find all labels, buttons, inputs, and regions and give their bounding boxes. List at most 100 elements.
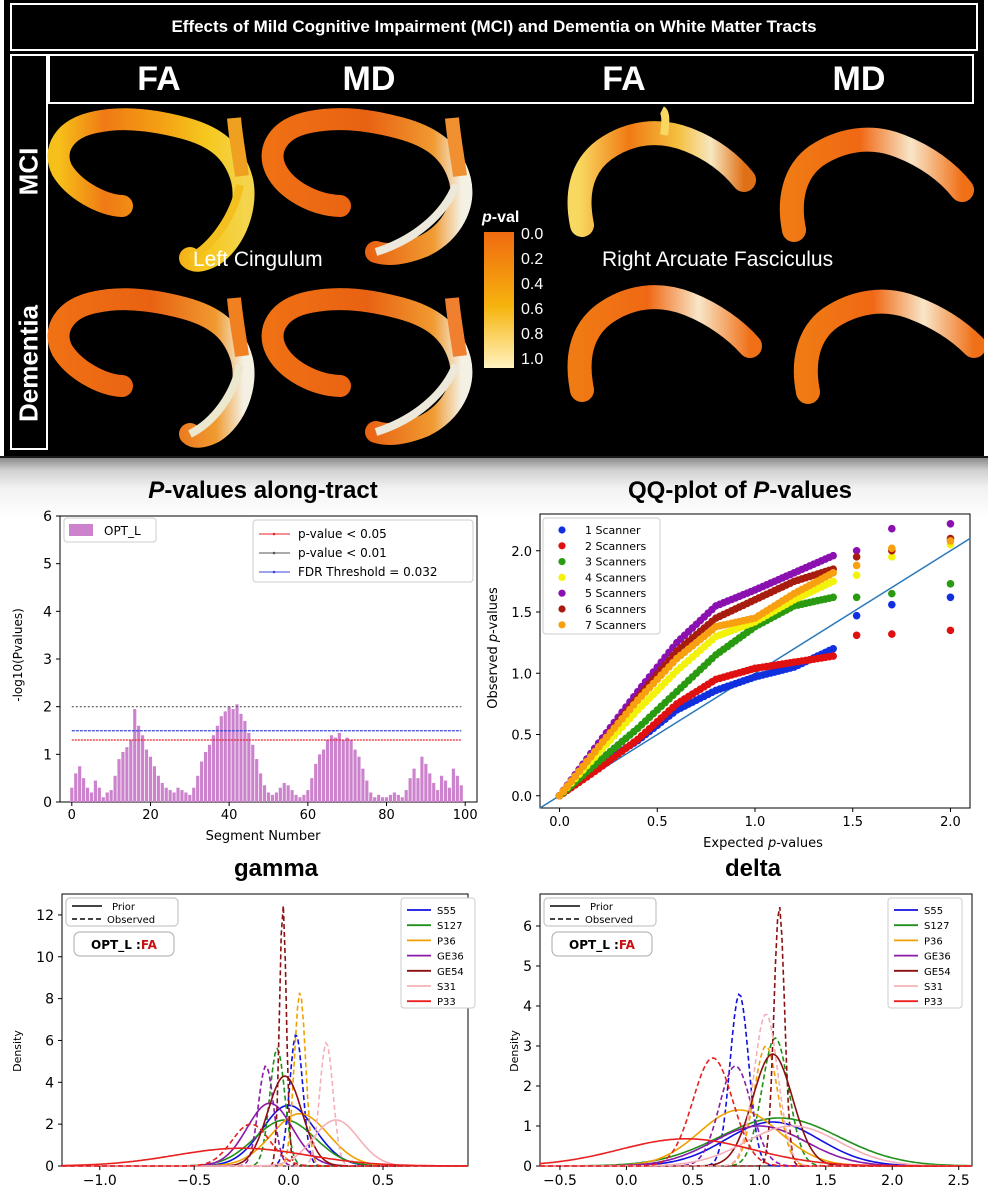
bar — [144, 749, 149, 802]
y-tick-label: 4 — [43, 604, 52, 620]
bar — [333, 737, 337, 802]
qq-outlier-point — [852, 593, 861, 602]
qq-legend-marker — [558, 526, 566, 534]
x-tick-label: 1.5 — [815, 1173, 837, 1189]
qq-legend-marker — [558, 605, 566, 613]
badge-suffix: FA — [619, 938, 636, 952]
bar — [255, 759, 259, 802]
bar — [164, 787, 168, 802]
bar — [286, 785, 290, 802]
qq-point — [829, 569, 837, 577]
y-tick-label: 0 — [45, 1159, 54, 1175]
y-tick-label: 12 — [36, 908, 54, 924]
bar — [160, 782, 164, 802]
tract-label-cingulum: Left Cingulum — [193, 248, 323, 271]
bar-chart-title: P-values along-tract — [148, 477, 377, 504]
x-tick-label: 0.0 — [549, 815, 570, 830]
qq-outlier-point — [852, 553, 861, 561]
bar — [270, 794, 275, 802]
bar — [74, 773, 78, 802]
bar-xlabel: Segment Number — [206, 829, 322, 844]
qq-outlier-point — [852, 631, 861, 640]
colorbar-tick-label: 0.8 — [521, 326, 544, 343]
bar — [137, 725, 141, 802]
bar — [282, 782, 286, 802]
x-tick-label: 0.0 — [277, 1173, 299, 1189]
bar — [420, 756, 424, 802]
arcuate-dementia-fa — [567, 285, 762, 402]
y-tick-label: 0 — [523, 1159, 532, 1175]
bar — [141, 735, 145, 802]
bar — [369, 792, 373, 802]
bar — [408, 778, 412, 802]
col-header-md-right: MD — [832, 60, 886, 98]
bar — [184, 792, 188, 802]
qq-outlier-point — [946, 537, 955, 545]
gamma-ylabel: Density — [11, 1030, 24, 1072]
y-tick-label: 8 — [45, 992, 54, 1008]
y-tick-label: 1 — [523, 1119, 532, 1135]
bar — [85, 787, 90, 802]
bar — [172, 792, 176, 802]
series-legend-label: P33 — [924, 997, 943, 1008]
observed-density-line — [62, 1123, 468, 1167]
x-tick-label: 0.5 — [682, 1173, 704, 1189]
y-tick-label: 3 — [43, 652, 52, 668]
bar — [373, 797, 377, 802]
badge-prefix: OPT_L : — [91, 938, 141, 953]
bar — [148, 756, 153, 802]
bar — [325, 740, 330, 802]
bar — [215, 725, 219, 802]
bar — [109, 790, 113, 802]
series-legend-label: S31 — [924, 982, 943, 993]
bar — [121, 751, 125, 802]
bar — [451, 768, 455, 802]
bar — [239, 713, 243, 802]
y-tick-label: 1.0 — [511, 667, 532, 682]
style-legend-prior-label: Prior — [112, 902, 136, 913]
bar — [274, 792, 278, 802]
bar — [176, 787, 180, 802]
style-legend-prior-label: Prior — [590, 902, 614, 913]
tract-figure-panel: Effects of Mild Cognitive Impairment (MC… — [4, 0, 984, 456]
bar — [455, 775, 459, 802]
observed-density-line — [540, 1057, 972, 1167]
y-tick-label: 5 — [523, 959, 532, 975]
x-tick-label: 0.5 — [647, 815, 668, 830]
y-tick-label: 1.5 — [511, 606, 532, 621]
panel-separator — [0, 456, 988, 459]
bar — [101, 797, 105, 802]
bar — [89, 792, 94, 802]
bar — [223, 711, 227, 802]
colorbar-tick-label: 0.4 — [521, 276, 544, 293]
series-legend-label: GE36 — [924, 952, 951, 963]
col-header-fa-left: FA — [137, 60, 181, 98]
bar — [353, 749, 357, 802]
col-header-md-left: MD — [342, 60, 396, 98]
threshold-legend-marker — [272, 570, 276, 574]
bar — [168, 790, 172, 802]
variable-badge — [73, 931, 175, 957]
bar — [349, 740, 353, 802]
variable-badge-label: OPT_L :FA — [569, 938, 636, 953]
bar — [93, 780, 97, 802]
bar — [105, 792, 109, 802]
x-tick-label: 20 — [142, 808, 159, 823]
qq-outlier-point — [946, 580, 955, 588]
bar — [251, 744, 255, 802]
qq-point — [829, 593, 837, 602]
series-legend-label: P36 — [924, 936, 943, 947]
bar — [231, 709, 235, 802]
y-tick-label: 2 — [43, 700, 52, 716]
series-legend-label: P33 — [437, 997, 456, 1008]
cingulum-mci-md — [261, 108, 473, 265]
bar — [196, 775, 200, 802]
bar — [381, 797, 385, 802]
y-tick-label: 4 — [523, 999, 532, 1015]
x-tick-label: 1.0 — [748, 1173, 770, 1189]
qq-legend-label: 4 Scanners — [585, 571, 646, 584]
y-tick-label: 2.0 — [511, 545, 532, 560]
series-legend-label: S127 — [437, 921, 462, 932]
bar — [329, 735, 334, 802]
x-tick-label: 2.0 — [940, 815, 961, 830]
